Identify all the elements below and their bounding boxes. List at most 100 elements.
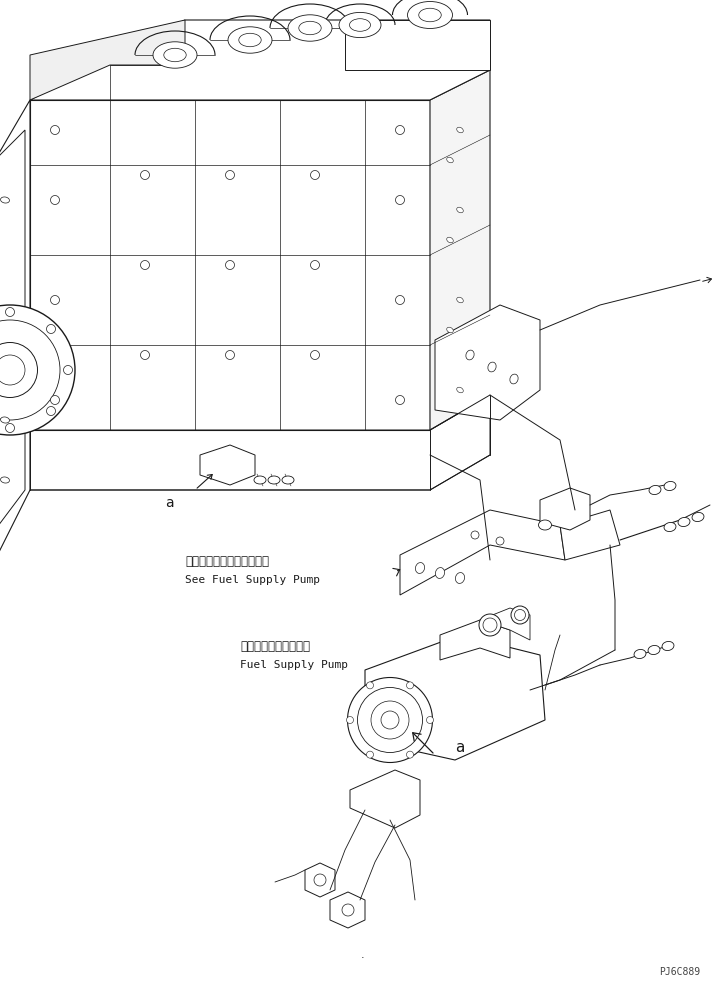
Ellipse shape xyxy=(226,170,234,179)
Polygon shape xyxy=(400,510,565,595)
Ellipse shape xyxy=(446,237,453,243)
Polygon shape xyxy=(200,445,255,485)
Text: Fuel Supply Pump: Fuel Supply Pump xyxy=(240,660,348,670)
Ellipse shape xyxy=(349,19,370,31)
Ellipse shape xyxy=(649,485,661,495)
Ellipse shape xyxy=(314,874,326,886)
Ellipse shape xyxy=(436,568,444,579)
Ellipse shape xyxy=(381,711,399,729)
Polygon shape xyxy=(345,20,490,70)
Ellipse shape xyxy=(288,15,332,41)
Ellipse shape xyxy=(268,476,280,484)
Ellipse shape xyxy=(6,307,15,317)
Ellipse shape xyxy=(282,476,294,484)
Ellipse shape xyxy=(457,127,463,133)
Ellipse shape xyxy=(299,22,321,34)
Ellipse shape xyxy=(51,196,60,205)
Ellipse shape xyxy=(648,646,660,654)
Ellipse shape xyxy=(664,481,676,491)
Ellipse shape xyxy=(407,751,414,758)
Ellipse shape xyxy=(1,477,9,483)
Polygon shape xyxy=(30,395,490,490)
Ellipse shape xyxy=(396,295,404,304)
Polygon shape xyxy=(305,863,335,897)
Ellipse shape xyxy=(357,688,423,753)
Ellipse shape xyxy=(0,342,38,398)
Polygon shape xyxy=(430,70,490,430)
Ellipse shape xyxy=(6,423,15,433)
Ellipse shape xyxy=(342,904,354,916)
Ellipse shape xyxy=(0,305,75,435)
Polygon shape xyxy=(30,20,490,100)
Ellipse shape xyxy=(488,362,496,372)
Ellipse shape xyxy=(51,396,60,404)
Text: PJ6C889: PJ6C889 xyxy=(659,967,700,977)
Ellipse shape xyxy=(226,261,234,270)
Ellipse shape xyxy=(496,537,504,545)
Polygon shape xyxy=(480,608,530,640)
Ellipse shape xyxy=(479,614,501,636)
Ellipse shape xyxy=(1,197,9,203)
Polygon shape xyxy=(540,488,590,530)
Ellipse shape xyxy=(471,531,479,539)
Ellipse shape xyxy=(254,476,266,484)
Ellipse shape xyxy=(1,417,9,423)
Ellipse shape xyxy=(239,33,261,46)
Ellipse shape xyxy=(153,41,197,68)
Ellipse shape xyxy=(662,642,674,650)
Text: a: a xyxy=(455,740,465,755)
Ellipse shape xyxy=(446,157,453,162)
Ellipse shape xyxy=(46,406,55,415)
Text: フェルサプライポンプ: フェルサプライポンプ xyxy=(240,640,310,653)
Polygon shape xyxy=(560,510,620,560)
Ellipse shape xyxy=(339,13,381,37)
Ellipse shape xyxy=(457,388,463,393)
Ellipse shape xyxy=(311,170,319,179)
Text: See Fuel Supply Pump: See Fuel Supply Pump xyxy=(185,575,320,585)
Polygon shape xyxy=(0,130,25,530)
Ellipse shape xyxy=(367,682,373,689)
Text: フェルサプライポンプ参照: フェルサプライポンプ参照 xyxy=(185,555,269,568)
Ellipse shape xyxy=(51,126,60,135)
Polygon shape xyxy=(330,892,365,928)
Ellipse shape xyxy=(419,8,441,22)
Polygon shape xyxy=(30,100,430,430)
Polygon shape xyxy=(435,305,540,420)
Ellipse shape xyxy=(346,716,354,723)
Ellipse shape xyxy=(141,350,150,359)
Ellipse shape xyxy=(228,27,272,53)
Ellipse shape xyxy=(457,297,463,303)
Polygon shape xyxy=(350,770,420,828)
Ellipse shape xyxy=(539,520,552,530)
Ellipse shape xyxy=(51,295,60,304)
Polygon shape xyxy=(0,100,30,560)
Ellipse shape xyxy=(692,513,704,522)
Ellipse shape xyxy=(141,261,150,270)
Text: a: a xyxy=(165,496,174,510)
Ellipse shape xyxy=(511,606,529,624)
Ellipse shape xyxy=(466,350,474,360)
Ellipse shape xyxy=(455,573,465,584)
Ellipse shape xyxy=(407,2,452,29)
Ellipse shape xyxy=(371,701,409,739)
Ellipse shape xyxy=(63,365,73,375)
Ellipse shape xyxy=(510,374,518,384)
Ellipse shape xyxy=(678,518,690,526)
Ellipse shape xyxy=(426,716,433,723)
Ellipse shape xyxy=(367,751,373,758)
Ellipse shape xyxy=(141,170,150,179)
Ellipse shape xyxy=(0,320,60,420)
Ellipse shape xyxy=(311,350,319,359)
Ellipse shape xyxy=(634,649,646,658)
Text: .: . xyxy=(362,950,364,960)
Polygon shape xyxy=(440,620,510,660)
Ellipse shape xyxy=(0,355,25,385)
Ellipse shape xyxy=(446,328,453,333)
Ellipse shape xyxy=(396,396,404,404)
Ellipse shape xyxy=(483,618,497,632)
Polygon shape xyxy=(365,635,545,760)
Ellipse shape xyxy=(226,350,234,359)
Polygon shape xyxy=(30,20,185,100)
Ellipse shape xyxy=(457,208,463,213)
Ellipse shape xyxy=(396,196,404,205)
